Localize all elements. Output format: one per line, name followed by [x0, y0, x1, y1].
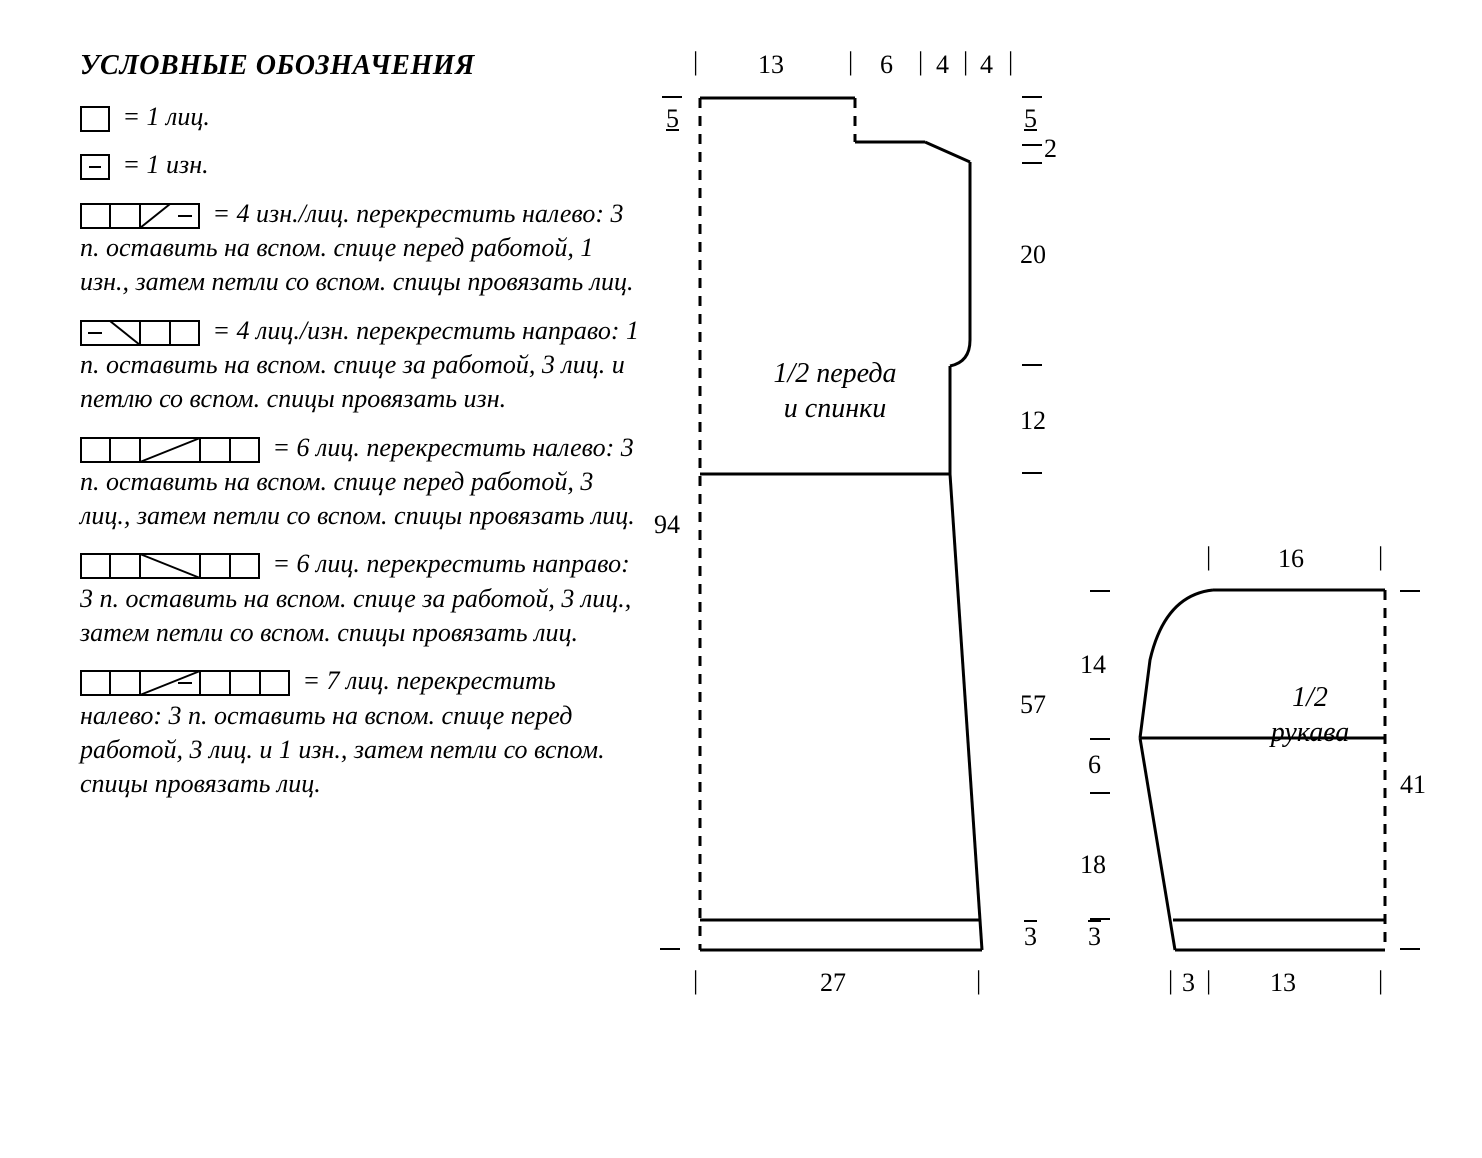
dim-left-side: 94: [654, 510, 680, 540]
schematic-svg: [640, 50, 1440, 1110]
dim-right-12: 12: [1020, 406, 1046, 436]
symbol-cross4L-icon: [80, 203, 200, 229]
symbol-cross6R-icon: [80, 553, 260, 579]
sleeve-label-text: 1/2рукава: [1271, 682, 1349, 748]
dim-top-3: 4: [936, 50, 949, 80]
dash-icon: [1090, 738, 1110, 740]
dim-right-20: 20: [1020, 240, 1046, 270]
tick-mark: |: [1168, 966, 1173, 996]
tick-mark: |: [963, 47, 968, 77]
dash-icon: [1022, 96, 1042, 98]
legend-entry: = 4 лиц./изн. перекрестить направо: 1 п.…: [80, 314, 640, 417]
dash-icon: [1400, 590, 1420, 592]
dash-icon: [1022, 364, 1042, 366]
dash-icon: [1022, 144, 1042, 146]
tick-mark: |: [1206, 542, 1211, 572]
symbol-cross7L-icon: [80, 670, 290, 696]
tick-mark: |: [848, 47, 853, 77]
legend-entry: = 1 изн.: [80, 148, 640, 182]
symbol-box1-icon: [80, 106, 110, 132]
tick-mark: |: [976, 966, 981, 996]
dim-br-3: 3: [1024, 920, 1037, 952]
dim-sleeve-18: 18: [1080, 850, 1106, 880]
dim-top-4: 4: [980, 50, 993, 80]
dash-icon: [662, 96, 682, 98]
dash-icon: [1090, 792, 1110, 794]
legend-entry: = 6 лиц. перекрестить налево: 3 п. остав…: [80, 431, 640, 534]
dim-sleeve-3l: 3: [1088, 920, 1101, 952]
dim-text: 3: [1088, 920, 1101, 952]
main-label-text: 1/2 передаи спинки: [773, 358, 896, 424]
dash-icon: [1022, 472, 1042, 474]
dim-top-1: 13: [758, 50, 784, 80]
dim-right-57: 57: [1020, 690, 1046, 720]
tick-mark: |: [1008, 47, 1013, 77]
dim-sleeve-b3: 3: [1182, 968, 1195, 998]
dim-sleeve-b13: 13: [1270, 968, 1296, 998]
legend-column: УСЛОВНЫЕ ОБОЗНАЧЕНИЯ = 1 лиц. = 1 изн.: [80, 50, 640, 816]
dim-sleeve-6: 6: [1088, 750, 1101, 780]
legend-text: = 1 изн.: [123, 150, 209, 179]
tick-mark: |: [918, 47, 923, 77]
symbol-box1dash-icon: [80, 154, 110, 180]
dim-left-top: 5: [666, 104, 679, 134]
legend-entry: = 4 изн./лиц. перекрестить налево: 3 п. …: [80, 197, 640, 300]
schematic-area: | 13 | 6 | 4 | 4 | 5 94 1/2 передаи спин…: [640, 50, 1442, 816]
legend-text: = 1 лиц.: [123, 102, 210, 131]
dash-icon: [1090, 590, 1110, 592]
dim-sleeve-14: 14: [1080, 650, 1106, 680]
tick-mark: |: [693, 47, 698, 77]
sleeve-label: 1/2рукава: [1245, 680, 1375, 750]
dash-icon: [660, 948, 680, 950]
dim-top-2: 6: [880, 50, 893, 80]
symbol-cross6L-icon: [80, 437, 260, 463]
dim-sleeve-top: 16: [1278, 544, 1304, 574]
tick-mark: |: [693, 966, 698, 996]
dim-right-5: 5: [1024, 104, 1037, 134]
dim-sleeve-41: 41: [1400, 770, 1426, 800]
tick-mark: |: [1378, 542, 1383, 572]
legend-entry: = 7 лиц. перекрестить налево: 3 п. остав…: [80, 664, 640, 801]
symbol-cross4R-icon: [80, 320, 200, 346]
dash-icon: [1022, 162, 1042, 164]
tick-mark: |: [1378, 966, 1383, 996]
dim-text: 3: [1024, 920, 1037, 952]
dim-right-2: 2: [1044, 134, 1057, 164]
legend-entry: = 1 лиц.: [80, 100, 640, 134]
dash-icon: [1400, 948, 1420, 950]
legend-title: УСЛОВНЫЕ ОБОЗНАЧЕНИЯ: [80, 50, 640, 82]
legend-entry: = 6 лиц. перекрестить направо: 3 п. оста…: [80, 547, 640, 650]
tick-mark: |: [1206, 966, 1211, 996]
dim-bottom-27: 27: [820, 968, 846, 998]
main-label: 1/2 передаи спинки: [740, 356, 930, 426]
